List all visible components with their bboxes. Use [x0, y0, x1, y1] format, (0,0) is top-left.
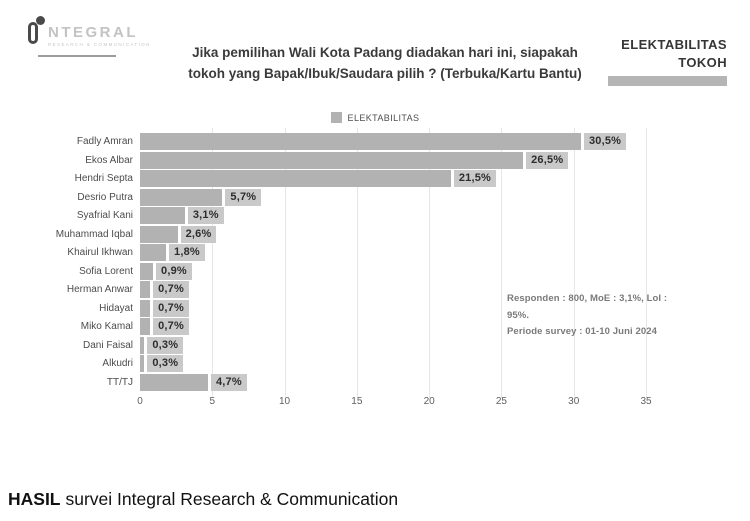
value-label: 0,7% [153, 281, 189, 298]
value-label: 0,7% [153, 318, 189, 335]
category-label: Dani Faisal [82, 339, 133, 351]
category-label: TT/TJ [106, 376, 133, 388]
logo-wordmark: NTEGRAL [48, 24, 138, 41]
section-header: ELEKTABILITAS TOKOH [597, 36, 727, 87]
category-label: Miko Kamal [80, 321, 133, 332]
result-caption: HASIL survei Integral Research & Communic… [8, 489, 398, 510]
x-tick-label: 15 [351, 396, 363, 407]
bar-row: TT/TJ 4,7% [107, 373, 646, 391]
bar [140, 281, 151, 298]
integral-logo: NTEGRAL RESEARCH & COMMUNICATION [28, 16, 151, 57]
gridline [212, 128, 214, 398]
gridline [429, 128, 431, 398]
x-tick-label: 30 [568, 396, 580, 407]
bar-row: Sofia Lorent 0,9% [79, 262, 646, 280]
category-label: Alkudri [102, 358, 133, 369]
category-label: Hidayat [99, 302, 133, 314]
bar [140, 373, 208, 391]
value-label: 3,1% [187, 207, 224, 224]
caption-bold-word: HASIL [8, 489, 61, 509]
bar [140, 133, 581, 150]
bar-row: Herman Anwar 0,7% [67, 281, 646, 298]
bar [140, 262, 153, 280]
bar-row: Ekos Albar 26,5% [85, 151, 646, 169]
section-header-line2: TOKOH [678, 54, 727, 70]
logo-subtext: RESEARCH & COMMUNICATION [48, 42, 151, 47]
bar-chart-plot-area: Fadly Amran 30,5% Ekos Albar 26,5% Hendri Se… [56, 128, 647, 398]
gridline [573, 128, 575, 398]
value-label: 4,7% [210, 373, 247, 391]
gridline [284, 128, 286, 398]
x-tick-label: 20 [423, 396, 435, 407]
value-label: 0,3% [147, 355, 184, 372]
value-label: 5,7% [225, 188, 262, 206]
section-header-line1: ELEKTABILITAS [621, 37, 727, 52]
chart-title: Jika pemilihan Wali Kota Padang diadakan… [150, 43, 620, 85]
chart-legend: ELEKTABILITAS [0, 112, 750, 123]
bar [140, 336, 145, 354]
value-label: 0,3% [147, 336, 184, 354]
category-label: Desrio Putra [77, 191, 133, 203]
survey-methodology-note: Responden : 800, MoE : 3,1%, LoI : 95%. … [507, 291, 677, 341]
legend-label: ELEKTABILITAS [347, 112, 420, 123]
section-header-bar [608, 76, 727, 87]
value-label: 0,7% [153, 299, 189, 317]
x-tick-label: 25 [495, 396, 507, 407]
integral-logo-icon [28, 16, 46, 46]
category-label: Ekos Albar [85, 154, 133, 166]
bar [140, 225, 178, 243]
note-line1: Responden : 800, MoE : 3,1%, LoI : 95%. [507, 293, 668, 321]
value-label: 26,5% [526, 151, 569, 169]
bar [140, 151, 524, 169]
note-line2: Periode survey : 01-10 Juni 2024 [507, 326, 657, 338]
bar [140, 207, 185, 224]
bar [140, 188, 223, 206]
bar-row: Khairul Ikhwan 1,8% [67, 244, 646, 261]
bar-row: Alkudri 0,3% [102, 355, 646, 372]
gridline [501, 128, 503, 398]
logo-underline [38, 55, 116, 57]
bar [140, 299, 151, 317]
value-label: 2,6% [180, 225, 217, 243]
value-label: 21,5% [453, 170, 497, 187]
x-tick-label: 5 [209, 396, 216, 407]
value-label: 0,9% [156, 262, 192, 280]
caption-rest: survei Integral Research & Communication [65, 489, 399, 509]
category-label: Herman Anwar [66, 284, 133, 295]
bar-row: Dani Faisal 0,3% [83, 336, 646, 354]
legend-swatch-icon [330, 112, 342, 123]
category-label: Sofia Lorent [79, 265, 133, 277]
bar-row: Syafrial Kani 3,1% [77, 207, 646, 224]
bar-row: Fadly Amran 30,5% [77, 133, 646, 150]
value-label: 30,5% [583, 133, 627, 150]
gridline [356, 128, 358, 398]
bar [140, 170, 451, 187]
bar-row: Miko Kamal 0,7% [81, 318, 646, 335]
gridline [646, 128, 647, 398]
chart-title-line2: tokoh yang Bapak/Ibuk/Saudara pilih ? (T… [188, 65, 582, 81]
bar [140, 355, 145, 372]
bar-row: Hidayat 0,7% [99, 299, 646, 317]
x-tick-label: 35 [640, 396, 652, 407]
bar-row: Hendri Septa 21,5% [75, 170, 646, 187]
category-label: Khairul Ikhwan [67, 247, 133, 258]
bar-row: Muhammad Iqbal 2,6% [56, 225, 646, 243]
x-tick-label: 10 [279, 396, 291, 407]
category-label: Hendri Septa [74, 173, 133, 184]
value-label: 1,8% [169, 244, 205, 261]
bar [140, 244, 167, 261]
chart-title-line1: Jika pemilihan Wali Kota Padang diadakan… [192, 45, 578, 60]
bar-row: Desrio Putra 5,7% [77, 188, 646, 206]
x-axis: 0 5 10 15 20 25 30 35 [137, 396, 651, 410]
x-tick-label: 0 [137, 396, 143, 407]
bar [140, 318, 151, 335]
category-label: Fadly Amran [76, 136, 133, 147]
category-label: Muhammad Iqbal [55, 228, 133, 240]
category-label: Syafrial Kani [76, 210, 133, 221]
